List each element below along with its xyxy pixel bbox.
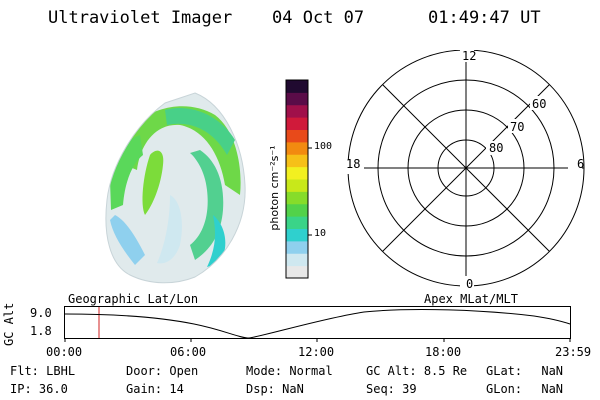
colorbar-segment [286, 179, 308, 192]
colorbar-segment [286, 265, 308, 279]
colorbar-label: photon cm⁻²s⁻¹ [268, 145, 281, 230]
info-gain: Gain: 14 [126, 382, 184, 396]
colorbar-segment [286, 92, 308, 106]
colorbar-segment [286, 154, 308, 168]
colorbar: photon cm⁻²s⁻¹ [268, 79, 312, 279]
colorbar-segment [286, 203, 308, 217]
timeline-xtick-0000: 00:00 [46, 345, 83, 359]
lat-label-80: 80 [489, 141, 504, 155]
timeline-plot [64, 306, 571, 342]
header-time: 01:49:47 UT [428, 8, 541, 28]
info-mode: Mode: Normal [246, 364, 333, 378]
timeline-xtick-1800: 18:00 [425, 345, 462, 359]
timeline-tick-1-8: 1.8 [30, 324, 52, 338]
colorbar-segment [286, 117, 308, 130]
info-seq: Seq: 39 [366, 382, 417, 396]
lat-label-70: 70 [510, 120, 525, 134]
polar-grid [346, 50, 585, 288]
colorbar-segment [286, 104, 308, 118]
page-title: Ultraviolet Imager [48, 8, 233, 28]
colorbar-segment [286, 240, 308, 254]
colorbar-segment [286, 166, 308, 180]
colorbar-segment [286, 141, 308, 155]
mlt-label-6: 6 [577, 157, 585, 171]
info-door: Door: Open [126, 364, 199, 378]
timeline-left-label: Geographic Lat/Lon [68, 292, 199, 306]
colorbar-tick-100: 100 [314, 141, 333, 152]
mlt-label-12: 12 [462, 49, 477, 63]
info-glon: GLon: NaN [486, 382, 564, 396]
timeline-xtick-0600: 06:00 [170, 345, 207, 359]
colorbar-tick-10: 10 [314, 228, 327, 239]
colorbar-segment [286, 228, 308, 242]
mlt-label-0: 0 [466, 277, 474, 291]
colorbar-segment [286, 216, 308, 229]
timeline-tick-9: 9.0 [30, 306, 52, 320]
colorbar-segment [286, 253, 308, 267]
info-flt: Flt: LBHL [10, 364, 76, 378]
timeline-right-label: Apex MLat/MLT [424, 292, 518, 306]
colorbar-segment [286, 80, 308, 93]
timeline-axis-label: GC Alt [2, 302, 16, 346]
info-dsp: Dsp: NaN [246, 382, 304, 396]
timeline-xtick-2359: 23:59 [555, 345, 592, 359]
timeline-xtick-1200: 12:00 [298, 345, 335, 359]
info-ip: IP: 36.0 [10, 382, 68, 396]
info-gc-alt: GC Alt: 8.5 Re [366, 364, 468, 378]
auroral-image [105, 92, 246, 284]
info-glat: GLat: NaN [486, 364, 564, 378]
colorbar-segment [286, 191, 308, 205]
mlt-label-18: 18 [346, 157, 361, 171]
header-date: 04 Oct 07 [272, 8, 365, 28]
lat-label-60: 60 [532, 97, 547, 111]
colorbar-segment [286, 129, 308, 143]
